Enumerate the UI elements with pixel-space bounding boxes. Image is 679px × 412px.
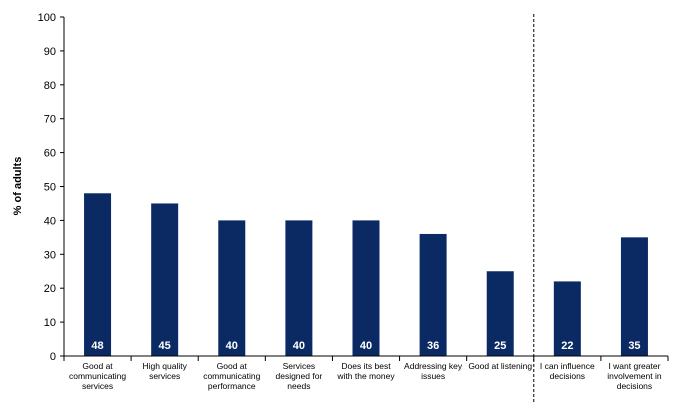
bar <box>285 220 313 356</box>
y-axis: 0 10 20 30 40 50 60 70 80 90 100 <box>38 12 65 363</box>
bar <box>486 271 514 356</box>
x-tick-label: Does its best with the money <box>336 361 395 381</box>
x-tick-label: High quality services <box>142 361 187 381</box>
x-tick-label: Addressing key issues <box>404 361 463 381</box>
y-tick-label: 100 <box>38 12 56 24</box>
bar <box>419 233 447 356</box>
y-tick-label: 40 <box>44 215 56 227</box>
bar-value-label: 40 <box>226 340 238 352</box>
bar-value-label: 40 <box>293 340 305 352</box>
bar <box>352 220 380 356</box>
y-axis-label: % of adults <box>12 157 24 216</box>
y-tick-label: 30 <box>44 249 56 261</box>
bar <box>151 203 179 356</box>
x-tick-label: I want greater involvement in decisions <box>607 361 662 391</box>
y-tick-label: 90 <box>44 46 56 58</box>
bar <box>620 237 648 356</box>
bar-value-label: 22 <box>561 340 573 352</box>
x-tick-label: Good at communicating services <box>69 361 126 391</box>
y-tick-label: 0 <box>50 351 56 363</box>
bar <box>553 281 581 356</box>
x-tick-label: Good at listening <box>468 361 532 371</box>
x-axis: Good at communicating services High quality… <box>63 14 669 404</box>
y-tick-label: 70 <box>44 114 56 126</box>
x-tick-label: Good at communicating performance <box>203 361 260 391</box>
y-tick-label: 50 <box>44 182 56 194</box>
bar <box>84 193 112 356</box>
y-tick-label: 60 <box>44 148 56 160</box>
x-tick-label: Services designed for needs <box>275 361 322 391</box>
bar-value-label: 36 <box>427 340 439 352</box>
y-tick-label: 20 <box>44 283 56 295</box>
bar-value-label: 45 <box>159 340 171 352</box>
x-tick-label: I can influence decisions <box>540 361 595 381</box>
bars: 48 45 40 40 40 36 25 22 35 <box>84 193 648 356</box>
y-tick-label: 10 <box>44 317 56 329</box>
bar <box>218 220 246 356</box>
bar-value-label: 35 <box>628 340 640 352</box>
bar-value-label: 40 <box>360 340 372 352</box>
y-tick-label: 80 <box>44 80 56 92</box>
bar-value-label: 48 <box>91 340 103 352</box>
bar-value-label: 25 <box>494 340 506 352</box>
